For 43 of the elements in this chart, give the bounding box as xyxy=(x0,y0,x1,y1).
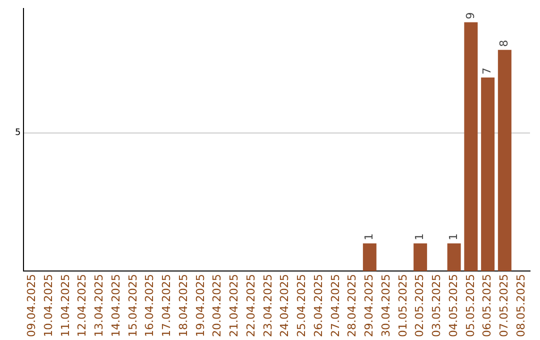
x-tick-label: 12.04.2025 xyxy=(76,274,89,338)
x-tick-label: 19.04.2025 xyxy=(194,274,207,338)
x-tick-label: 30.04.2025 xyxy=(379,274,392,338)
x-tick-label: 03.05.2025 xyxy=(430,274,444,338)
x-tick-label: 11.04.2025 xyxy=(58,274,72,338)
x-tick-label: 26.04.2025 xyxy=(312,274,325,338)
bar xyxy=(414,243,428,272)
x-tick-label: 13.04.2025 xyxy=(92,274,106,338)
x-tick-label: 16.04.2025 xyxy=(143,274,156,338)
x-tick-label: 17.04.2025 xyxy=(160,274,174,338)
data-label: 8 xyxy=(498,40,511,47)
x-tick-label: 02.05.2025 xyxy=(413,274,426,338)
x-tick-label: 06.05.2025 xyxy=(480,274,494,338)
x-tick-label: 28.04.2025 xyxy=(346,274,359,338)
data-label: 1 xyxy=(362,233,376,240)
x-tick-label: 21.04.2025 xyxy=(228,274,241,338)
bar xyxy=(447,243,461,272)
y-tick-label: 5 xyxy=(14,128,21,138)
x-tick-label: 04.05.2025 xyxy=(446,274,460,338)
data-label: 7 xyxy=(480,68,494,75)
x-tick-label: 15.04.2025 xyxy=(126,274,140,338)
x-tick-label: 27.04.2025 xyxy=(328,274,342,338)
x-tick-label: 29.04.2025 xyxy=(362,274,376,338)
bar xyxy=(481,78,495,272)
x-tick-label: 20.04.2025 xyxy=(210,274,224,338)
data-label: 1 xyxy=(446,233,460,240)
x-tick-label: 01.05.2025 xyxy=(396,274,410,338)
bar xyxy=(498,50,512,272)
x-tick-label: 09.04.2025 xyxy=(25,274,38,338)
bar xyxy=(362,243,376,272)
x-tick-label: 22.04.2025 xyxy=(244,274,258,338)
x-tick-label: 23.04.2025 xyxy=(261,274,274,338)
x-tick-label: 08.05.2025 xyxy=(514,274,528,338)
x-tick-label: 07.05.2025 xyxy=(498,274,511,338)
x-tick-label: 18.04.2025 xyxy=(176,274,190,338)
x-tick-label: 25.04.2025 xyxy=(295,274,308,338)
x-tick-label: 24.04.2025 xyxy=(278,274,292,338)
x-tick-label: 05.05.2025 xyxy=(464,274,477,338)
data-label: 9 xyxy=(464,12,477,20)
bar xyxy=(464,22,478,272)
data-label: 1 xyxy=(413,233,426,240)
x-tick-label: 14.04.2025 xyxy=(109,274,122,338)
x-tick-label: 10.04.2025 xyxy=(42,274,55,338)
